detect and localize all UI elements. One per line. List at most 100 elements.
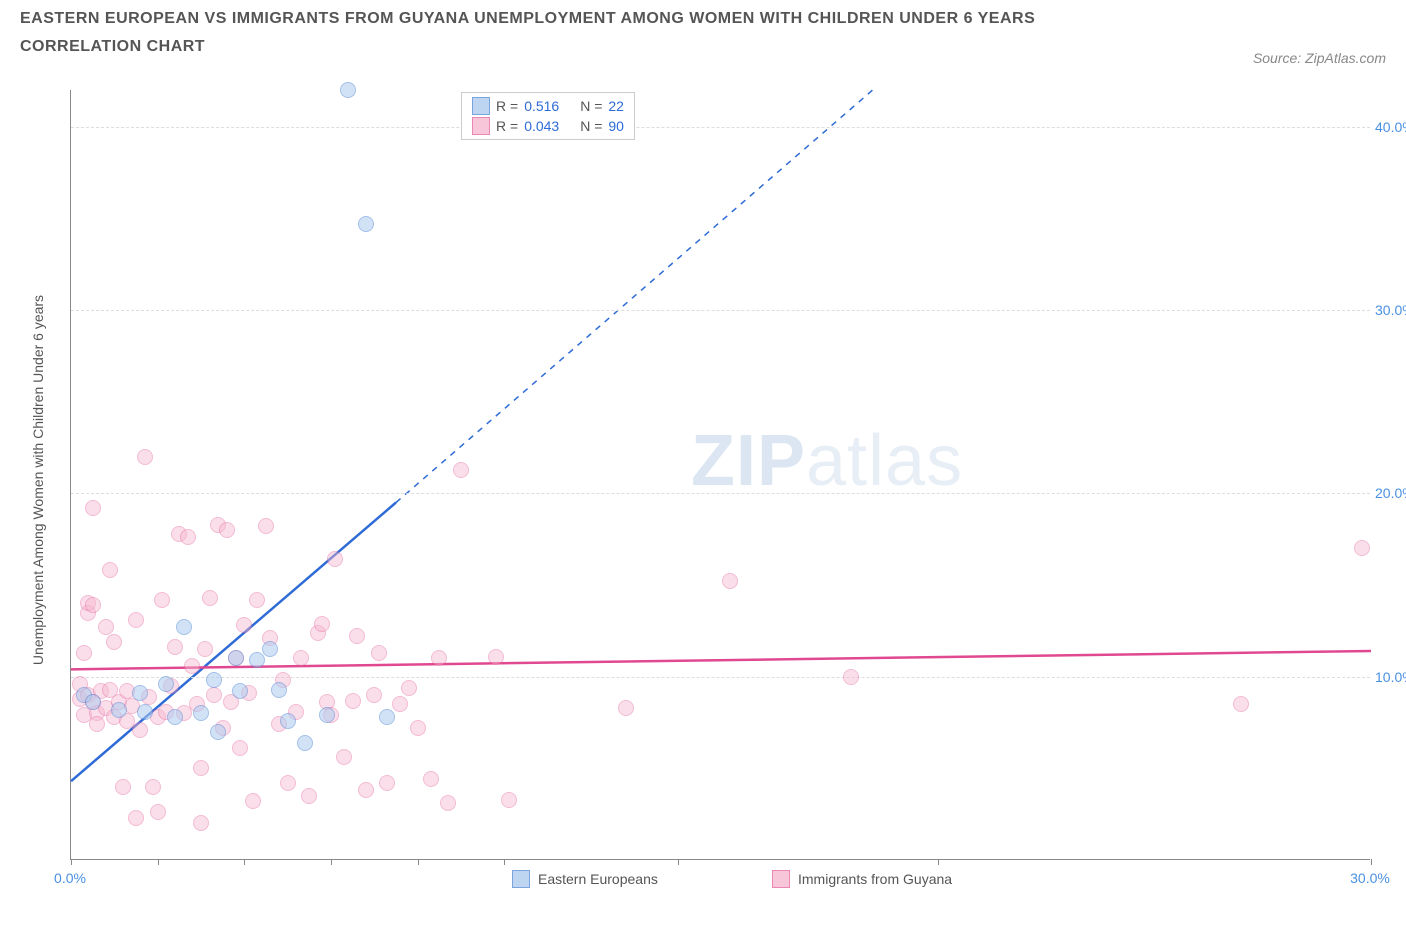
data-point-pink [180, 529, 196, 545]
legend-stats-row: R =0.516N =22 [472, 97, 624, 115]
data-point-pink [280, 775, 296, 791]
gridline-h [71, 310, 1370, 311]
legend-r-value: 0.043 [524, 118, 574, 134]
data-point-blue [167, 709, 183, 725]
data-point-blue [137, 704, 153, 720]
data-point-pink [423, 771, 439, 787]
data-point-pink [453, 462, 469, 478]
data-point-blue [358, 216, 374, 232]
y-tick-label: 40.0% [1375, 119, 1406, 135]
y-axis-label: Unemployment Among Women with Children U… [30, 295, 46, 665]
data-point-blue [176, 619, 192, 635]
data-point-pink [410, 720, 426, 736]
data-point-pink [128, 810, 144, 826]
data-point-pink [85, 597, 101, 613]
data-point-pink [150, 804, 166, 820]
data-point-blue [262, 641, 278, 657]
data-point-blue [85, 694, 101, 710]
data-point-pink [193, 815, 209, 831]
data-point-blue [210, 724, 226, 740]
legend-series-label: Immigrants from Guyana [798, 871, 952, 887]
data-point-pink [145, 779, 161, 795]
x-tick [158, 859, 159, 865]
data-point-blue [340, 82, 356, 98]
legend-r-value: 0.516 [524, 98, 574, 114]
data-point-pink [85, 500, 101, 516]
trend-line [396, 90, 873, 503]
data-point-pink [722, 573, 738, 589]
legend-series-label: Eastern Europeans [538, 871, 658, 887]
data-point-pink [193, 760, 209, 776]
legend-swatch [472, 97, 490, 115]
x-tick-label: 30.0% [1350, 870, 1390, 886]
legend-n-value: 90 [608, 118, 624, 134]
data-point-blue [249, 652, 265, 668]
data-point-pink [197, 641, 213, 657]
data-point-pink [167, 639, 183, 655]
data-point-pink [132, 722, 148, 738]
data-point-pink [358, 782, 374, 798]
x-tick [331, 859, 332, 865]
data-point-blue [206, 672, 222, 688]
gridline-h [71, 677, 1370, 678]
legend-stats-row: R = 0.043 N = 90 [472, 117, 624, 135]
legend-r-label: R = [496, 118, 518, 134]
gridline-h [71, 127, 1370, 128]
y-tick-label: 30.0% [1375, 302, 1406, 318]
data-point-pink [1233, 696, 1249, 712]
data-point-pink [206, 687, 222, 703]
data-point-pink [431, 650, 447, 666]
legend-series: Immigrants from Guyana [772, 870, 952, 888]
data-point-pink [98, 619, 114, 635]
trend-lines-svg [71, 90, 1370, 859]
data-point-blue [111, 702, 127, 718]
data-point-pink [371, 645, 387, 661]
data-point-pink [137, 449, 153, 465]
x-tick [504, 859, 505, 865]
chart-title: EASTERN EUROPEAN VS IMMIGRANTS FROM GUYA… [20, 10, 1035, 56]
x-tick [678, 859, 679, 865]
data-point-pink [154, 592, 170, 608]
data-point-pink [618, 700, 634, 716]
data-point-pink [336, 749, 352, 765]
data-point-blue [379, 709, 395, 725]
data-point-pink [349, 628, 365, 644]
data-point-pink [102, 562, 118, 578]
data-point-blue [271, 682, 287, 698]
data-point-pink [379, 775, 395, 791]
x-tick [71, 859, 72, 865]
chart-container: Unemployment Among Women with Children U… [20, 80, 1386, 910]
data-point-blue [193, 705, 209, 721]
data-point-pink [76, 645, 92, 661]
legend-swatch [512, 870, 530, 888]
data-point-blue [232, 683, 248, 699]
data-point-pink [232, 740, 248, 756]
data-point-pink [1354, 540, 1370, 556]
data-point-pink [184, 658, 200, 674]
data-point-pink [440, 795, 456, 811]
x-tick [938, 859, 939, 865]
data-point-pink [202, 590, 218, 606]
legend-series: Eastern Europeans [512, 870, 658, 888]
legend-n-label: N = [580, 98, 602, 114]
legend-n-label: N = [580, 118, 602, 134]
data-point-pink [327, 551, 343, 567]
data-point-pink [236, 617, 252, 633]
data-point-pink [258, 518, 274, 534]
data-point-pink [293, 650, 309, 666]
y-tick-label: 20.0% [1375, 485, 1406, 501]
legend-r-label: R = [496, 98, 518, 114]
data-point-pink [219, 522, 235, 538]
title-line-1: EASTERN EUROPEAN VS IMMIGRANTS FROM GUYA… [20, 10, 1035, 28]
gridline-h [71, 493, 1370, 494]
title-line-2: CORRELATION CHART [20, 38, 1035, 56]
watermark-zip: ZIP [691, 421, 806, 501]
source-prefix: Source: [1253, 50, 1305, 66]
legend-stats: R =0.516N =22R =0.043N =90 [461, 92, 635, 140]
source-name: ZipAtlas.com [1305, 50, 1386, 66]
data-point-pink [301, 788, 317, 804]
data-point-pink [314, 616, 330, 632]
x-tick-label: 0.0% [54, 870, 86, 886]
data-point-pink [501, 792, 517, 808]
data-point-pink [249, 592, 265, 608]
